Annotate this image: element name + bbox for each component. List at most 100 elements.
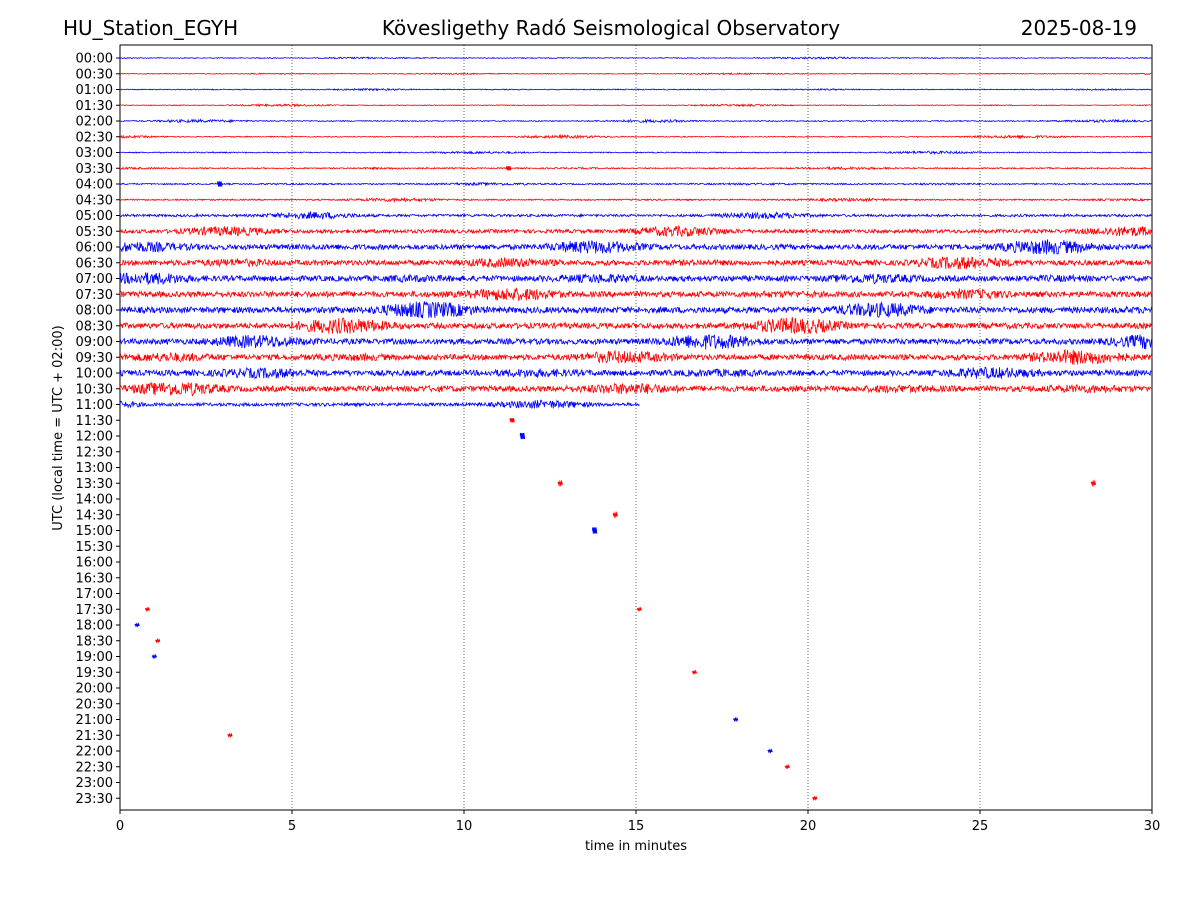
y-tick-label: 10:00 <box>76 367 113 382</box>
seismic-event-mark <box>134 622 140 628</box>
seismic-event-mark <box>767 748 773 754</box>
seismic-event-mark <box>636 606 642 612</box>
y-tick-label: 13:00 <box>76 461 113 476</box>
trace-0600 <box>119 239 1153 255</box>
trace-1000 <box>119 366 1153 380</box>
trace-0300 <box>119 150 1153 156</box>
x-axis: 0 5 10 15 20 25 30 <box>116 810 1160 834</box>
y-tick-label: 12:30 <box>76 445 113 460</box>
y-tick-label: 00:30 <box>76 67 113 82</box>
y-tick-label: 22:00 <box>76 745 113 760</box>
date-label: 2025-08-19 <box>1021 16 1137 40</box>
trace-0200 <box>119 118 1153 124</box>
y-tick-label: 11:00 <box>76 398 113 413</box>
trace-0430 <box>119 196 1153 204</box>
x-tick-label: 20 <box>800 819 817 834</box>
trace-0900 <box>119 334 1153 350</box>
y-tick-label: 17:00 <box>76 587 113 602</box>
y-tick-label: 16:30 <box>76 571 113 586</box>
seismic-event-mark <box>151 653 157 660</box>
y-tick-label: 15:30 <box>76 540 113 555</box>
y-tick-label: 04:00 <box>76 178 113 193</box>
seismic-event-mark <box>506 166 512 171</box>
seismic-event-mark <box>612 510 618 519</box>
trace-group <box>119 56 1153 409</box>
y-tick-label: 19:30 <box>76 666 113 681</box>
chart-title: Kövesligethy Radó Seismological Observat… <box>382 16 840 40</box>
seismic-event-mark <box>227 732 233 738</box>
seismic-event-mark <box>812 795 818 801</box>
station-label: HU_Station_EGYH <box>63 16 238 40</box>
y-tick-label: 05:30 <box>76 225 113 240</box>
x-axis-label: time in minutes <box>585 839 687 854</box>
trace-1030 <box>119 381 1153 397</box>
y-tick-label: 17:30 <box>76 603 113 618</box>
y-tick-label: 19:00 <box>76 650 113 665</box>
seismic-event-mark <box>509 418 515 423</box>
trace-0630 <box>119 256 1153 270</box>
seismic-event-mark <box>144 606 151 612</box>
seismic-event-mark <box>519 432 526 440</box>
x-tick-label: 15 <box>628 819 645 834</box>
y-tick-label: 07:00 <box>76 272 113 287</box>
y-tick-label: 14:30 <box>76 508 113 523</box>
y-tick-label: 14:00 <box>76 493 113 508</box>
y-tick-label: 15:00 <box>76 524 113 539</box>
y-tick-label: 18:00 <box>76 619 113 634</box>
seismic-event-mark <box>155 638 161 644</box>
trace-0730 <box>119 287 1153 302</box>
y-tick-label: 05:00 <box>76 209 113 224</box>
y-tick-label: 04:30 <box>76 193 113 208</box>
y-tick-label: 01:00 <box>76 83 113 98</box>
seismic-event-mark <box>1090 479 1097 488</box>
y-tick-label: 20:30 <box>76 697 113 712</box>
y-tick-label: 06:30 <box>76 256 113 271</box>
trace-0830 <box>119 317 1153 335</box>
seismic-event-mark <box>557 479 563 488</box>
trace-0930 <box>119 349 1153 366</box>
seismic-event-mark <box>217 181 223 187</box>
seismic-event-mark <box>733 716 739 723</box>
y-tick-label: 16:00 <box>76 556 113 571</box>
trace-0030 <box>119 72 1153 76</box>
y-tick-label: 08:00 <box>76 304 113 319</box>
y-tick-label: 06:00 <box>76 241 113 256</box>
y-axis: 00:0000:3001:0001:3002:0002:3003:0003:30… <box>76 52 120 807</box>
y-tick-label: 10:30 <box>76 382 113 397</box>
trace-0400 <box>119 181 1153 187</box>
seismic-event-mark <box>784 764 790 770</box>
y-tick-label: 22:30 <box>76 760 113 775</box>
event-group <box>134 166 1097 801</box>
y-tick-label: 21:30 <box>76 729 113 744</box>
y-tick-label: 21:00 <box>76 713 113 728</box>
trace-1100 <box>119 399 640 409</box>
y-tick-label: 23:30 <box>76 792 113 807</box>
y-tick-label: 08:30 <box>76 319 113 334</box>
trace-0800 <box>119 300 1153 319</box>
y-tick-label: 23:00 <box>76 776 113 791</box>
y-tick-label: 09:30 <box>76 351 113 366</box>
trace-0330 <box>119 165 1153 171</box>
trace-0230 <box>119 133 1153 140</box>
y-tick-label: 12:00 <box>76 430 113 445</box>
y-tick-label: 07:30 <box>76 288 113 303</box>
y-tick-label: 01:30 <box>76 99 113 114</box>
x-tick-label: 0 <box>116 819 124 834</box>
y-tick-label: 00:00 <box>76 52 113 67</box>
trace-0100 <box>119 87 1152 92</box>
x-tick-label: 30 <box>1144 819 1161 834</box>
y-tick-label: 02:30 <box>76 130 113 145</box>
y-tick-label: 03:30 <box>76 162 113 177</box>
y-tick-label: 02:00 <box>76 115 113 130</box>
y-tick-label: 18:30 <box>76 634 113 649</box>
plot-area <box>119 44 1153 811</box>
y-tick-label: 11:30 <box>76 414 113 429</box>
y-tick-label: 03:00 <box>76 146 113 161</box>
trace-0000 <box>119 56 1152 60</box>
trace-0500 <box>119 210 1153 220</box>
y-axis-label: UTC (local time = UTC + 02:00) <box>51 325 66 530</box>
y-tick-label: 09:00 <box>76 335 113 350</box>
x-tick-label: 5 <box>288 819 296 834</box>
x-tick-label: 10 <box>456 819 473 834</box>
